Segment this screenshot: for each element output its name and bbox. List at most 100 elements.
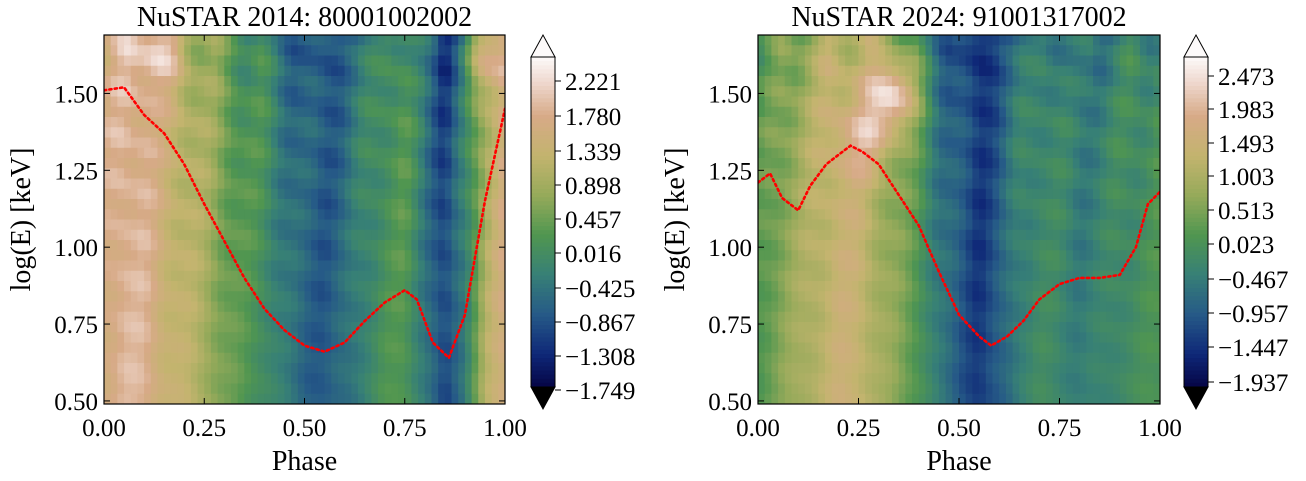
heatmap-cell bbox=[979, 229, 987, 241]
heatmap-cell bbox=[224, 352, 232, 364]
heatmap-cell bbox=[157, 209, 165, 221]
heatmap-cell bbox=[190, 35, 199, 46]
heatmap-cell bbox=[251, 106, 259, 118]
heatmap-cell bbox=[1039, 158, 1047, 169]
heatmap-cell bbox=[264, 270, 272, 282]
heatmap-cell bbox=[1032, 188, 1040, 200]
heatmap-cell bbox=[458, 117, 466, 128]
heatmap-cell bbox=[371, 332, 379, 344]
heatmap-cell bbox=[204, 291, 212, 303]
heatmap-cell bbox=[184, 393, 192, 404]
heatmap-cell bbox=[110, 209, 118, 221]
heatmap-cell bbox=[110, 281, 118, 292]
heatmap-cell bbox=[892, 342, 900, 354]
heatmap-cell bbox=[1119, 188, 1128, 200]
heatmap-cell bbox=[337, 240, 346, 251]
heatmap-cell bbox=[979, 35, 987, 46]
heatmap-cell bbox=[157, 342, 165, 354]
heatmap-cell bbox=[284, 240, 292, 251]
heatmap-cell bbox=[1052, 188, 1061, 200]
heatmap-cell bbox=[357, 250, 366, 262]
heatmap-cell bbox=[251, 96, 259, 108]
heatmap-cell bbox=[337, 96, 346, 108]
heatmap-cell bbox=[351, 76, 359, 87]
colorbar-tick-label: 0.016 bbox=[565, 241, 621, 268]
heatmap-cell bbox=[784, 311, 793, 323]
heatmap-cell bbox=[464, 250, 473, 262]
heatmap-cell bbox=[458, 158, 466, 169]
heatmap-cell bbox=[150, 383, 159, 395]
heatmap-cell bbox=[1079, 291, 1087, 303]
heatmap-cell bbox=[1139, 229, 1148, 241]
heatmap-cell bbox=[959, 363, 967, 374]
heatmap-cell bbox=[304, 96, 312, 108]
heatmap-cell bbox=[304, 168, 312, 180]
heatmap-cell bbox=[124, 137, 132, 149]
heatmap-cell bbox=[130, 168, 139, 180]
heatmap-cell bbox=[905, 342, 913, 354]
heatmap-cell bbox=[311, 65, 319, 77]
heatmap-cell bbox=[344, 363, 352, 374]
heatmap-cell bbox=[938, 373, 947, 385]
heatmap-cell bbox=[217, 147, 225, 159]
heatmap-cell bbox=[851, 393, 860, 404]
heatmap-cell bbox=[758, 229, 766, 241]
colorbar-segment bbox=[531, 151, 555, 157]
heatmap-cell bbox=[284, 158, 292, 169]
colorbar-segment bbox=[531, 362, 555, 367]
heatmap-cell bbox=[264, 363, 272, 374]
heatmap-cell bbox=[478, 393, 486, 404]
heatmap-cell bbox=[150, 188, 159, 200]
heatmap-cell bbox=[912, 240, 920, 251]
heatmap-cell bbox=[124, 240, 132, 251]
heatmap-cell bbox=[137, 188, 145, 200]
heatmap-cell bbox=[952, 209, 960, 221]
heatmap-cell bbox=[1032, 311, 1040, 323]
heatmap-cell bbox=[992, 137, 1000, 149]
heatmap-cell bbox=[464, 383, 473, 395]
heatmap-cell bbox=[137, 178, 145, 190]
heatmap-cell bbox=[264, 178, 272, 190]
heatmap-cell bbox=[979, 260, 987, 272]
heatmap-cell bbox=[804, 373, 813, 385]
heatmap-cell bbox=[150, 106, 159, 118]
heatmap-cell bbox=[764, 96, 772, 108]
heatmap-cell bbox=[251, 147, 259, 159]
heatmap-cell bbox=[217, 301, 225, 313]
heatmap-cell bbox=[925, 127, 933, 139]
heatmap-cell bbox=[925, 86, 933, 98]
heatmap-cell bbox=[979, 281, 987, 292]
heatmap-cell bbox=[892, 373, 900, 385]
heatmap-cell bbox=[938, 250, 947, 262]
heatmap-cell bbox=[264, 291, 272, 303]
heatmap-cell bbox=[885, 270, 893, 282]
heatmap-cell bbox=[197, 219, 205, 231]
heatmap-cell bbox=[945, 332, 953, 344]
heatmap-cell bbox=[965, 96, 973, 108]
heatmap-cell bbox=[144, 342, 152, 354]
heatmap-cell bbox=[1012, 96, 1020, 108]
heatmap-cell bbox=[404, 178, 413, 190]
heatmap-cell bbox=[1139, 393, 1148, 404]
heatmap-cell bbox=[164, 250, 172, 262]
heatmap-cell bbox=[771, 291, 779, 303]
heatmap-cell bbox=[804, 35, 813, 46]
colorbar-segment bbox=[1184, 242, 1208, 248]
heatmap-cell bbox=[384, 250, 392, 262]
heatmap-cell bbox=[351, 352, 359, 364]
heatmap-cell bbox=[184, 229, 192, 241]
heatmap-cell bbox=[979, 147, 987, 159]
heatmap-cell bbox=[858, 373, 866, 385]
heatmap-cell bbox=[1126, 373, 1134, 385]
heatmap-cell bbox=[1072, 311, 1081, 323]
heatmap-cell bbox=[1032, 352, 1040, 364]
heatmap-cell bbox=[398, 240, 406, 251]
heatmap-cell bbox=[811, 342, 819, 354]
heatmap-cell bbox=[845, 250, 853, 262]
heatmap-cell bbox=[344, 322, 352, 333]
heatmap-cell bbox=[164, 65, 172, 77]
heatmap-cell bbox=[831, 117, 839, 128]
heatmap-cell bbox=[190, 45, 199, 57]
heatmap-cell bbox=[364, 291, 372, 303]
heatmap-cell bbox=[831, 291, 839, 303]
